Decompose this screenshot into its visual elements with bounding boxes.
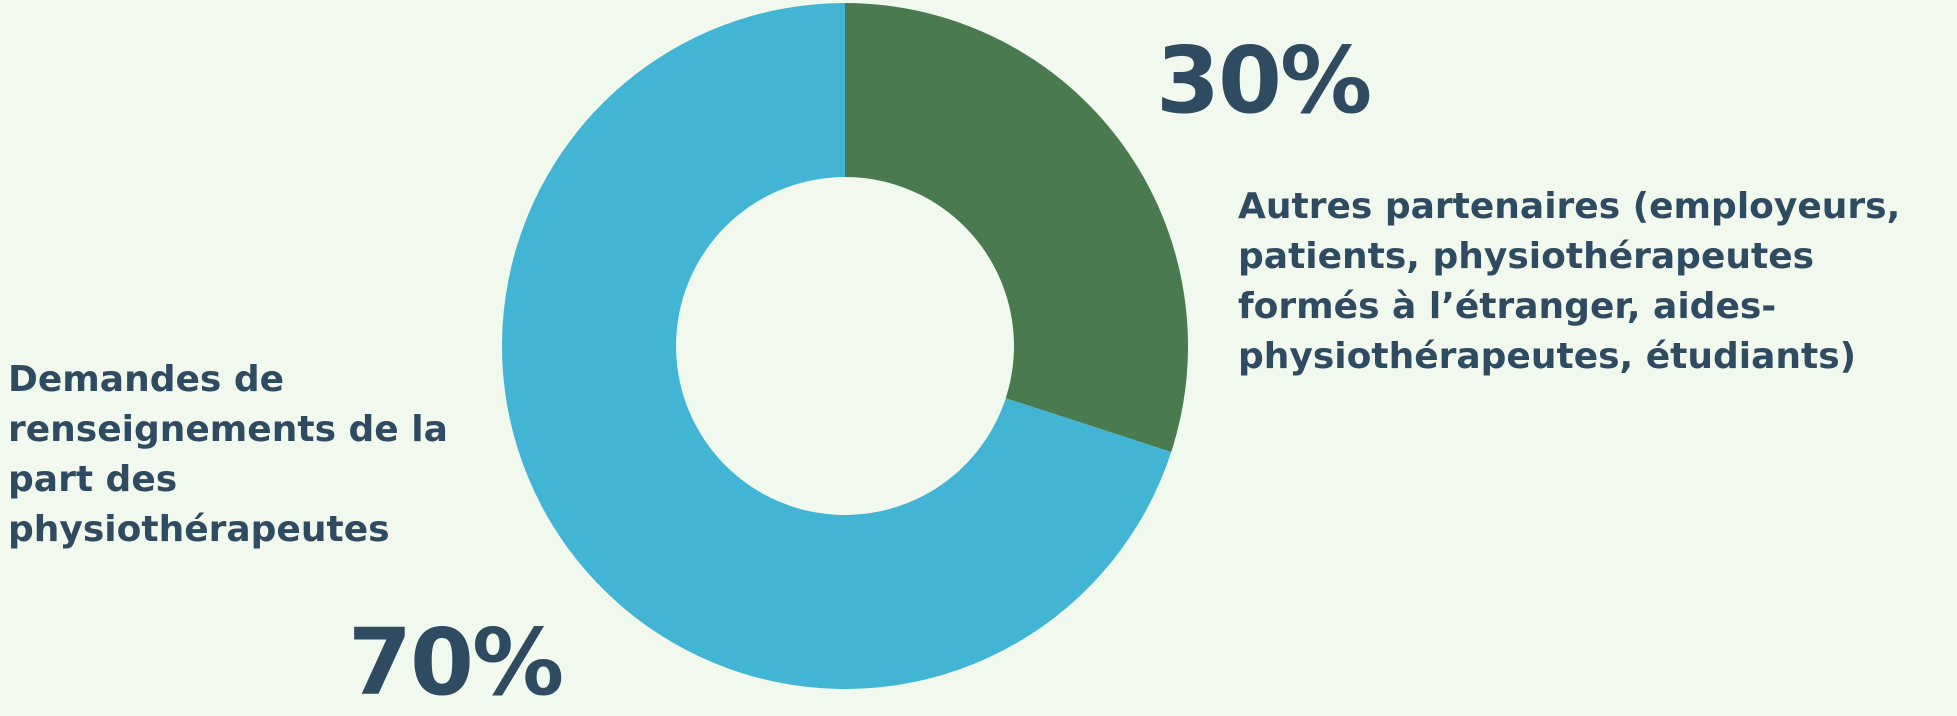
slice-label-autres-partenaires: Autres partenaires (employeurs, patients… bbox=[1238, 186, 1901, 377]
donut-slice-0 bbox=[845, 3, 1189, 452]
donut-slice-1 bbox=[502, 3, 1172, 689]
donut-slices bbox=[502, 3, 1189, 689]
slice-label-demandes-physiotherapeutes: Demandes de renseignements de la part de… bbox=[8, 359, 448, 550]
value-label-demandes-physiotherapeutes: 70% bbox=[348, 609, 564, 716]
value-label-autres-partenaires: 30% bbox=[1156, 27, 1372, 134]
